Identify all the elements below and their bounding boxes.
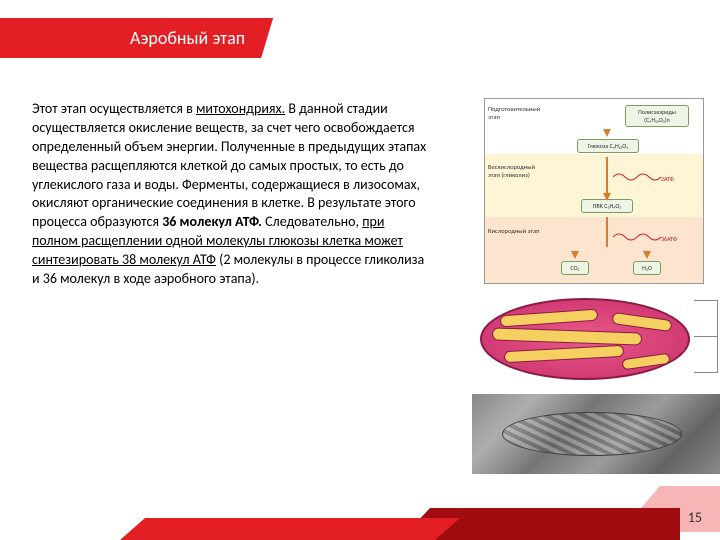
title-bg: Аэробный этап: [0, 18, 273, 58]
wave-icon: [613, 231, 661, 243]
mitochondrion-illustration: [472, 290, 720, 388]
atp2-label: 2АТФ: [661, 175, 674, 183]
box-co2: CO₂: [561, 261, 589, 275]
figure-column: Подготовительный этап Бескислородный эта…: [472, 98, 720, 474]
box-poly: Полисахариды (C₆H₁₀O₅)n: [625, 105, 689, 127]
body-paragraph: Этот этап осуществляется в митохондриях.…: [32, 100, 427, 289]
stage1-label: Подготовительный этап: [485, 103, 545, 123]
box-h2o: H₂O: [633, 261, 661, 275]
stage3-label: Кислородный этап: [485, 225, 545, 237]
title-bar: Аэробный этап: [0, 18, 273, 58]
mitochondrion-em-image: [472, 394, 720, 474]
box-glucose: Глюкоза C₆H₁₂O₆: [577, 139, 639, 153]
stages-diagram: Подготовительный этап Бескислородный эта…: [484, 98, 704, 284]
atp36-label: 36АТФ: [661, 235, 677, 243]
wave-icon: [613, 171, 661, 183]
slide-title: Аэробный этап: [130, 27, 245, 49]
page-number: 15: [688, 509, 702, 526]
box-pvk: ПВК C₃H₄O₃: [581, 199, 633, 213]
footer-decoration: [0, 480, 720, 540]
stage2-label: Бескислородный этап (гликолиз): [485, 161, 545, 181]
